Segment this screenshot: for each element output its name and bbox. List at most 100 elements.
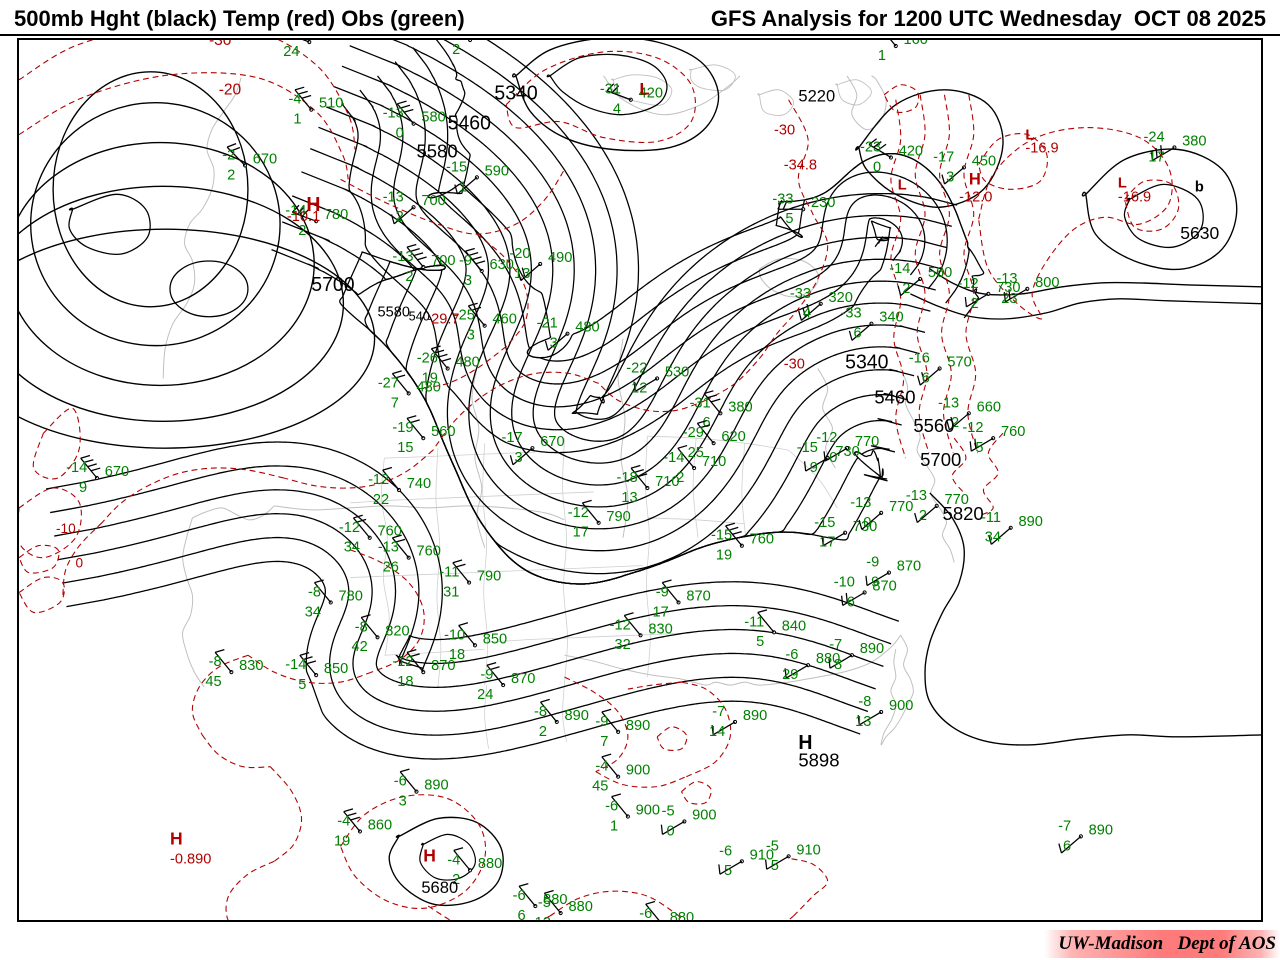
svg-text:5820: 5820 [943,503,984,524]
svg-text:560: 560 [431,424,455,440]
svg-text:3: 3 [515,450,523,466]
svg-text:160: 160 [904,40,928,48]
svg-text:5630: 5630 [1180,223,1219,243]
svg-text:1: 1 [878,48,886,64]
svg-text:870: 870 [686,588,710,604]
svg-text:0: 0 [873,159,881,175]
svg-text:830: 830 [239,658,263,674]
svg-text:-14: -14 [889,261,910,277]
svg-text:6: 6 [517,908,525,922]
svg-text:31: 31 [443,584,459,600]
svg-text:910: 910 [796,842,820,858]
svg-text:7: 7 [391,395,399,411]
svg-text:2: 2 [919,508,927,524]
svg-text:870: 870 [511,671,535,687]
svg-text:5: 5 [771,858,779,874]
svg-text:-31: -31 [600,82,621,98]
svg-text:-6: -6 [719,843,732,859]
svg-text:-31: -31 [690,395,711,411]
svg-text:22: 22 [373,492,389,508]
svg-text:-23: -23 [860,139,881,155]
svg-text:-7: -7 [829,637,842,653]
svg-text:-21: -21 [537,316,558,332]
svg-text:320: 320 [829,290,853,306]
svg-text:-5: -5 [766,838,779,854]
svg-text:850: 850 [324,661,348,677]
svg-text:730: 730 [996,280,1020,296]
svg-text:-0.890: -0.890 [170,851,211,867]
svg-text:740: 740 [407,476,431,492]
svg-text:460: 460 [492,312,516,328]
svg-text:-4: -4 [289,92,302,108]
svg-text:29: 29 [782,667,798,683]
svg-text:-4: -4 [595,759,608,775]
svg-text:670: 670 [540,434,564,450]
svg-text:-12: -12 [339,520,360,536]
svg-text:780: 780 [324,207,348,223]
svg-text:-26: -26 [417,350,438,366]
svg-text:2: 2 [298,223,306,239]
svg-text:5680: 5680 [421,878,458,897]
svg-text:4: 4 [613,102,621,118]
svg-text:-6: -6 [639,906,652,922]
svg-text:-12: -12 [610,617,631,633]
svg-text:24: 24 [283,44,299,60]
svg-text:-19: -19 [392,420,413,436]
svg-text:-13: -13 [850,495,871,511]
svg-text:-20: -20 [509,246,530,262]
svg-text:890: 890 [860,641,884,657]
svg-text:-16.9: -16.9 [1118,189,1151,205]
svg-text:32: 32 [615,637,631,653]
svg-text:-9: -9 [480,667,493,683]
svg-text:670: 670 [253,151,277,167]
svg-text:-9: -9 [866,554,879,570]
svg-text:660: 660 [977,399,1001,415]
svg-text:1: 1 [610,818,618,834]
svg-text:890: 890 [1089,822,1113,838]
svg-text:830: 830 [648,621,672,637]
svg-text:5: 5 [975,440,983,456]
svg-text:-33: -33 [790,286,811,302]
svg-text:890: 890 [626,718,650,734]
svg-text:-11: -11 [981,510,1001,526]
svg-text:-10: -10 [56,521,76,536]
svg-text:5700: 5700 [920,449,961,470]
svg-text:450: 450 [972,153,996,169]
svg-text:670: 670 [105,464,129,480]
svg-text:2: 2 [539,724,547,740]
svg-text:-9: -9 [459,253,472,269]
svg-text:0: 0 [829,450,837,466]
svg-text:-4: -4 [447,852,460,868]
svg-text:760: 760 [1001,424,1025,440]
svg-text:590: 590 [485,163,509,179]
svg-text:880: 880 [478,856,502,872]
svg-text:-33: -33 [772,191,793,207]
svg-text:5: 5 [785,211,793,227]
svg-text:-9: -9 [656,584,669,600]
svg-text:3: 3 [946,169,954,185]
svg-text:700: 700 [431,253,455,269]
svg-text:420: 420 [899,143,923,159]
svg-text:-30: -30 [784,356,805,372]
svg-text:840: 840 [782,618,806,634]
svg-text:2: 2 [902,281,910,297]
svg-text:480: 480 [416,379,440,395]
svg-text:-20: -20 [219,82,242,99]
svg-text:-12: -12 [957,276,978,292]
svg-text:-10: -10 [444,627,465,643]
svg-text:-31: -31 [865,40,886,44]
svg-text:-2: -2 [222,147,235,163]
svg-text:L: L [898,177,907,193]
svg-text:-15: -15 [797,440,818,456]
svg-text:7: 7 [600,734,608,750]
svg-text:710: 710 [702,454,726,470]
svg-text:L: L [1025,127,1034,143]
svg-text:-12: -12 [816,430,837,446]
svg-text:-18: -18 [617,470,638,486]
svg-text:-33: -33 [841,306,862,322]
svg-text:-11: -11 [744,614,764,630]
svg-text:-8: -8 [858,694,871,710]
svg-text:-5: -5 [662,803,675,819]
svg-text:620: 620 [721,429,745,445]
svg-text:-29.7: -29.7 [426,312,459,328]
